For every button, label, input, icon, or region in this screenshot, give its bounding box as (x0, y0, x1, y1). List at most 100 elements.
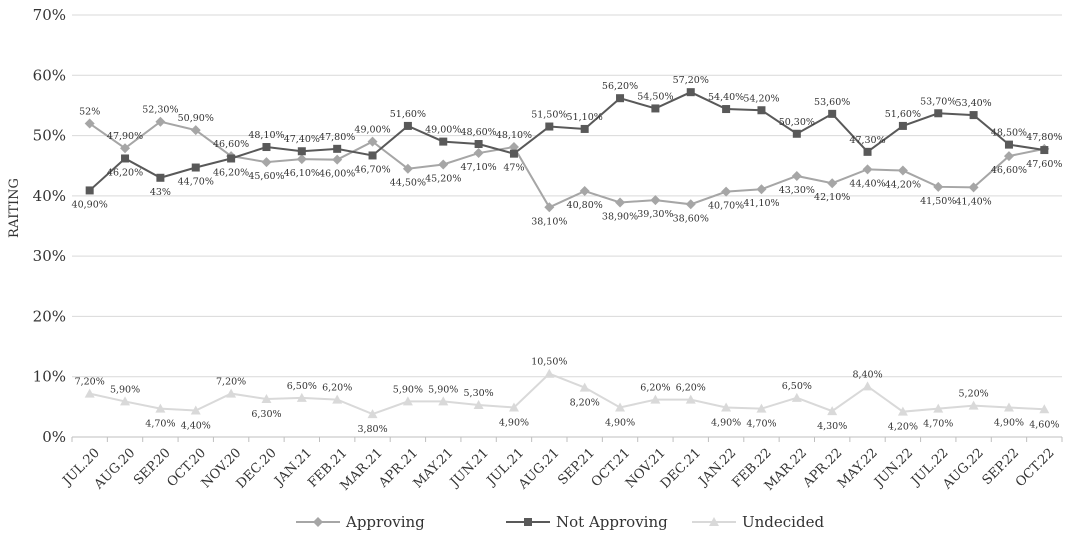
series-undecided (84, 368, 1050, 419)
data-point (862, 164, 873, 175)
data-point (367, 136, 378, 147)
data-point (296, 154, 307, 165)
data-label: 53,40% (955, 98, 991, 109)
data-label: 6,20% (676, 383, 706, 394)
data-point (686, 88, 695, 97)
data-point (897, 165, 908, 176)
data-point (261, 394, 272, 404)
gridlines (72, 14, 1062, 438)
data-label: 47,60% (1026, 159, 1062, 170)
data-label: 4,20% (888, 422, 918, 433)
data-point (473, 400, 484, 410)
data-point (828, 109, 837, 118)
data-label: 4,90% (711, 417, 741, 428)
data-point (473, 148, 484, 159)
data-point (1039, 404, 1050, 414)
data-label: 4,30% (817, 421, 847, 432)
data-label: 7,20% (216, 377, 246, 388)
data-label: 40,80% (567, 200, 603, 211)
data-label: 4,90% (605, 417, 635, 428)
y-tick-label: 30% (33, 247, 66, 265)
data-label: 4,70% (145, 419, 175, 430)
data-point (579, 186, 590, 197)
data-label: 53,60% (814, 97, 850, 108)
data-label: 6,50% (287, 381, 317, 392)
data-point (155, 403, 166, 413)
data-point (615, 197, 626, 208)
y-tick-label: 40% (33, 187, 66, 205)
data-label: 8,40% (852, 369, 882, 380)
x-tick-label: JUN.21 (446, 446, 492, 492)
data-point (898, 121, 907, 130)
y-tick-label: 50% (33, 127, 66, 145)
y-tick-label: 20% (33, 307, 66, 325)
data-point (545, 122, 554, 131)
data-point (190, 405, 201, 415)
data-point (1004, 140, 1013, 149)
data-label: 48,60% (460, 127, 496, 138)
data-label: 44,20% (885, 180, 921, 191)
series-approving (84, 116, 1050, 213)
data-point (968, 182, 979, 193)
data-label: 46,20% (213, 167, 249, 178)
data-label: 7,20% (75, 377, 105, 388)
data-point (721, 402, 732, 412)
legend-marker (313, 517, 323, 527)
data-point (1040, 146, 1049, 155)
data-label: 4,40% (181, 420, 211, 431)
data-label: 48,10% (496, 130, 532, 141)
data-point (84, 118, 95, 129)
data-point (544, 368, 555, 378)
data-point (827, 178, 838, 189)
data-label: 4,70% (923, 419, 953, 430)
data-label: 43,30% (779, 185, 815, 196)
data-label: 47,80% (1026, 132, 1062, 143)
data-label: 52% (79, 107, 100, 118)
data-label: 3,80% (357, 424, 387, 435)
data-label: 46,00% (319, 169, 355, 180)
data-label: 48,50% (991, 128, 1027, 139)
data-label: 46,60% (213, 139, 249, 150)
data-label: 6,30% (251, 409, 281, 420)
data-point (650, 195, 661, 206)
x-axis: JUL.20AUG.20SEP.20OCT.20NOV.20DEC.20JAN.… (59, 437, 1063, 494)
data-label: 45,60% (248, 171, 284, 182)
data-label: 45,20% (425, 174, 461, 185)
data-point (85, 186, 94, 195)
data-label: 5,90% (393, 384, 423, 395)
data-point (862, 381, 873, 391)
data-label: 43% (150, 187, 171, 198)
x-tick-label: MAY.21 (411, 446, 457, 492)
data-point (615, 402, 626, 412)
legend-item: Approving (296, 513, 425, 531)
series-not-approving (85, 88, 1049, 195)
data-point (721, 186, 732, 197)
data-label: 38,60% (673, 213, 709, 224)
data-label: 6,20% (640, 383, 670, 394)
data-point (651, 104, 660, 113)
data-label: 44,50% (390, 178, 426, 189)
data-point (156, 173, 165, 182)
data-point (544, 202, 555, 213)
legend-item: Undecided (692, 513, 824, 531)
data-point (120, 396, 131, 406)
data-point (333, 144, 342, 153)
data-point (897, 406, 908, 416)
data-point (227, 154, 236, 163)
data-label: 44,40% (849, 178, 885, 189)
data-label: 49,00% (425, 125, 461, 136)
data-label: 50,30% (779, 117, 815, 128)
legend-marker (524, 518, 532, 526)
legend-label: Undecided (742, 513, 824, 531)
data-point (121, 154, 130, 163)
data-label: 51,10% (567, 112, 603, 123)
data-label: 5,90% (110, 384, 140, 395)
data-label: 4,90% (994, 417, 1024, 428)
data-label: 47,40% (284, 134, 320, 145)
y-tick-label: 70% (33, 6, 66, 24)
data-point (438, 396, 449, 406)
data-label: 38,90% (602, 211, 638, 222)
data-label: 47,80% (319, 132, 355, 143)
data-point (474, 140, 483, 149)
